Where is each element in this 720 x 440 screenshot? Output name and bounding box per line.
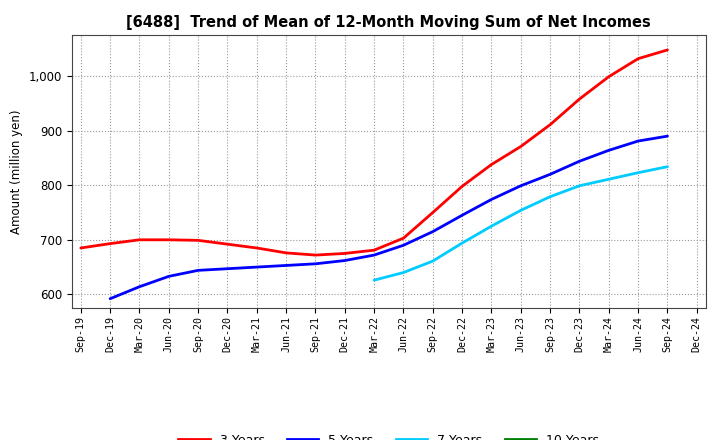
5 Years bbox=[458, 213, 467, 218]
3 Years bbox=[487, 162, 496, 167]
5 Years bbox=[575, 158, 584, 164]
7 Years bbox=[575, 183, 584, 188]
3 Years bbox=[634, 56, 642, 61]
5 Years bbox=[399, 242, 408, 248]
5 Years bbox=[135, 284, 144, 290]
7 Years bbox=[546, 194, 554, 199]
3 Years bbox=[399, 235, 408, 241]
5 Years bbox=[341, 258, 349, 263]
7 Years bbox=[487, 224, 496, 229]
3 Years bbox=[282, 250, 290, 256]
5 Years bbox=[487, 197, 496, 202]
3 Years bbox=[223, 242, 232, 247]
5 Years bbox=[370, 253, 379, 258]
3 Years bbox=[106, 241, 114, 246]
5 Years bbox=[253, 264, 261, 270]
3 Years bbox=[253, 246, 261, 251]
5 Years bbox=[546, 172, 554, 177]
3 Years bbox=[370, 248, 379, 253]
3 Years bbox=[546, 122, 554, 127]
7 Years bbox=[399, 270, 408, 275]
3 Years bbox=[458, 183, 467, 189]
3 Years bbox=[605, 74, 613, 79]
3 Years bbox=[575, 96, 584, 102]
7 Years bbox=[634, 170, 642, 175]
3 Years bbox=[194, 238, 202, 243]
5 Years bbox=[516, 183, 525, 188]
3 Years bbox=[135, 237, 144, 242]
7 Years bbox=[516, 208, 525, 213]
7 Years bbox=[605, 176, 613, 182]
7 Years bbox=[370, 278, 379, 283]
5 Years bbox=[282, 263, 290, 268]
5 Years bbox=[605, 148, 613, 153]
3 Years bbox=[516, 144, 525, 149]
5 Years bbox=[634, 139, 642, 144]
Line: 7 Years: 7 Years bbox=[374, 167, 667, 280]
3 Years bbox=[428, 210, 437, 215]
3 Years bbox=[76, 246, 85, 251]
Line: 5 Years: 5 Years bbox=[110, 136, 667, 299]
3 Years bbox=[164, 237, 173, 242]
5 Years bbox=[106, 296, 114, 301]
5 Years bbox=[663, 133, 672, 139]
5 Years bbox=[428, 229, 437, 234]
5 Years bbox=[311, 261, 320, 267]
Legend: 3 Years, 5 Years, 7 Years, 10 Years: 3 Years, 5 Years, 7 Years, 10 Years bbox=[174, 429, 604, 440]
3 Years bbox=[663, 47, 672, 52]
5 Years bbox=[194, 268, 202, 273]
7 Years bbox=[458, 240, 467, 246]
3 Years bbox=[341, 251, 349, 256]
7 Years bbox=[428, 258, 437, 264]
3 Years bbox=[311, 253, 320, 258]
Line: 3 Years: 3 Years bbox=[81, 50, 667, 255]
7 Years bbox=[663, 164, 672, 169]
5 Years bbox=[164, 274, 173, 279]
Y-axis label: Amount (million yen): Amount (million yen) bbox=[10, 110, 23, 234]
Title: [6488]  Trend of Mean of 12-Month Moving Sum of Net Incomes: [6488] Trend of Mean of 12-Month Moving … bbox=[127, 15, 651, 30]
5 Years bbox=[223, 266, 232, 271]
